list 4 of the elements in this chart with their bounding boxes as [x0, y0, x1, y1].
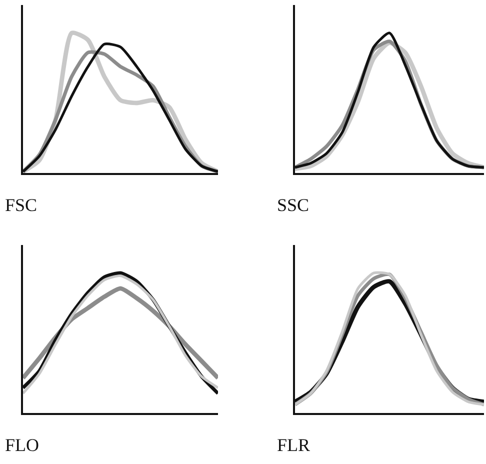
x-axis-title: FSC — [5, 195, 38, 215]
x-axis-title: FLR — [277, 435, 310, 455]
x-axis-title: SSC — [277, 195, 310, 215]
x-axis-title: FLO — [5, 435, 40, 455]
